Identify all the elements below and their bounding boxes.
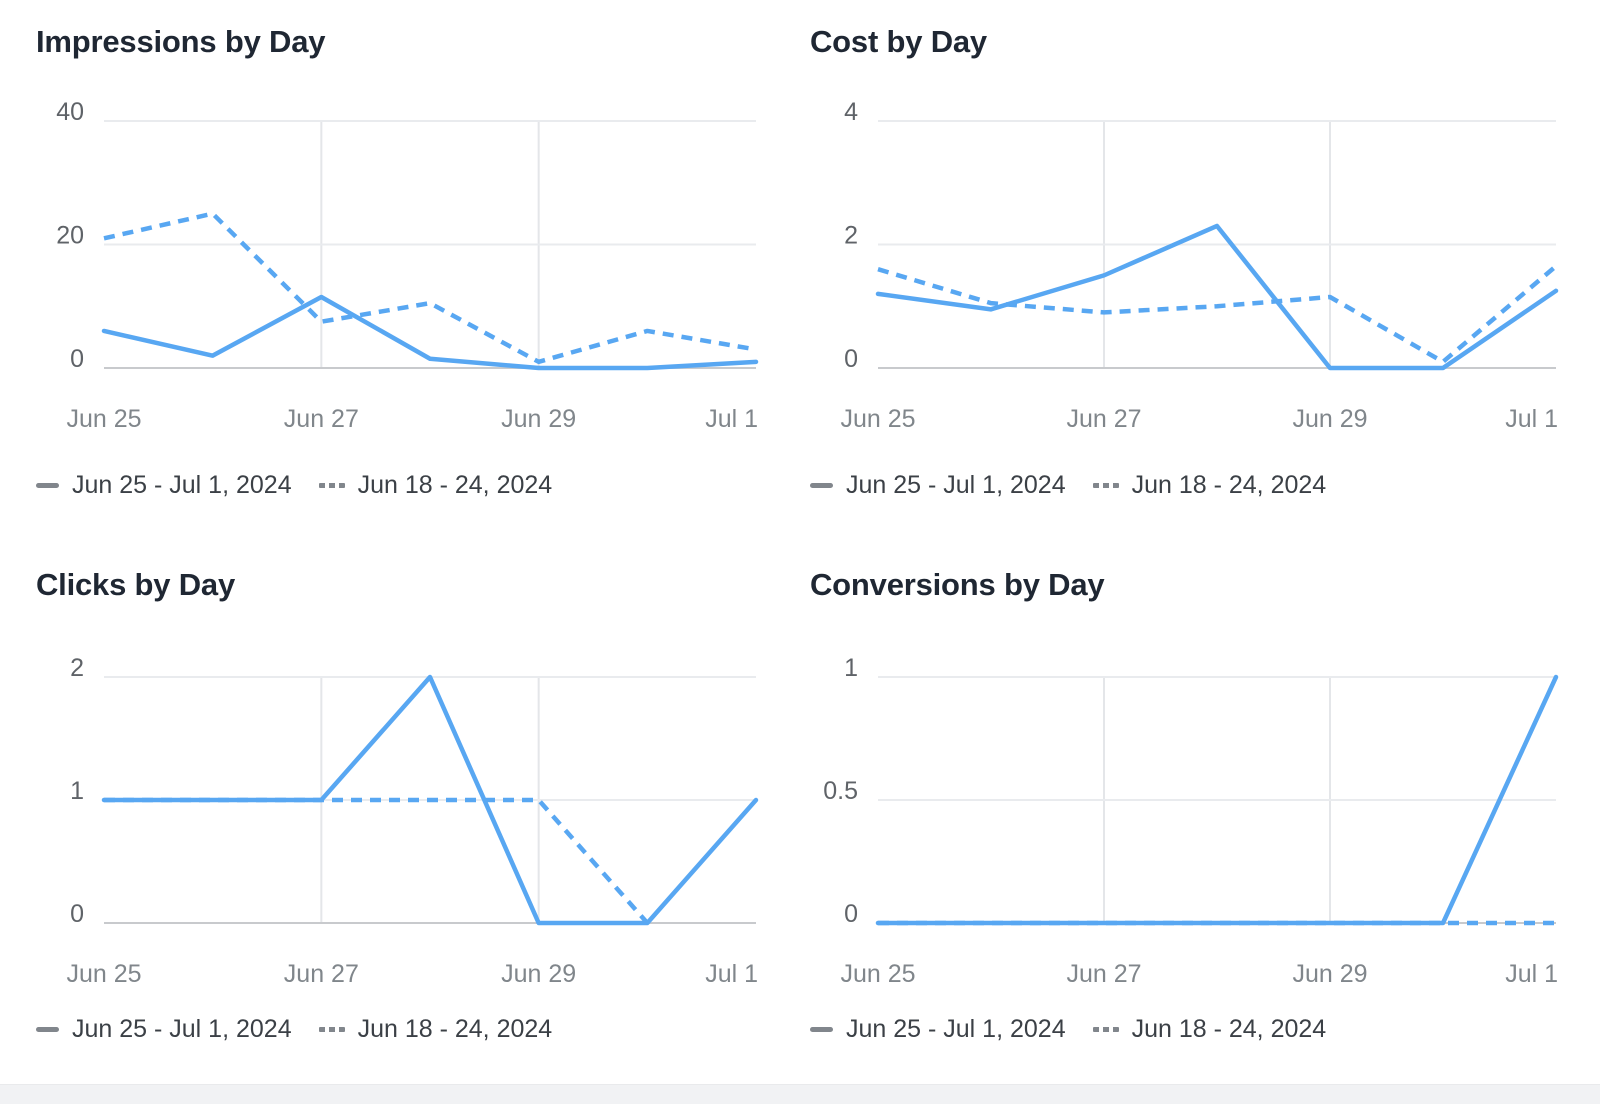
dashed-line-swatch-icon — [318, 483, 345, 488]
legend-conversions: Jun 25 - Jul 1, 2024 Jun 18 - 24, 2024 — [810, 1015, 1326, 1044]
legend-label-current: Jun 25 - Jul 1, 2024 — [72, 1015, 292, 1043]
chart-title-conversions: Conversions by Day — [810, 567, 1105, 602]
y-tick-label: 1 — [844, 654, 858, 682]
x-tick-label: Jun 25 — [66, 960, 141, 988]
legend-item-current: Jun 25 - Jul 1, 2024 — [36, 471, 292, 500]
page-bottom-strip — [0, 1084, 1600, 1104]
dashed-line-swatch-icon — [318, 1027, 345, 1032]
y-tick-label: 4 — [844, 98, 858, 126]
x-tick-label: Jul 1 — [705, 405, 758, 433]
x-tick-label: Jul 1 — [1505, 960, 1558, 988]
y-tick-label: 0 — [844, 345, 858, 373]
current-period-line — [101, 294, 759, 371]
legend-label-previous: Jun 18 - 24, 2024 — [357, 1015, 553, 1043]
legend-label-previous: Jun 18 - 24, 2024 — [357, 471, 553, 499]
x-tick-label: Jun 25 — [840, 960, 915, 988]
x-tick-label: Jun 25 — [66, 405, 141, 433]
legend-clicks: Jun 25 - Jul 1, 2024 Jun 18 - 24, 2024 — [36, 1015, 552, 1044]
y-tick-label: 2 — [844, 222, 858, 250]
previous-period-line — [104, 797, 650, 925]
x-tick-label: Jun 27 — [284, 960, 359, 988]
x-tick-label: Jun 29 — [501, 960, 576, 988]
x-tick-label: Jun 25 — [840, 405, 915, 433]
dashed-line-swatch-icon — [1092, 1027, 1119, 1032]
legend-label-previous: Jun 18 - 24, 2024 — [1131, 471, 1327, 499]
current-period-line — [875, 223, 1559, 371]
chart-title-cost: Cost by Day — [810, 24, 987, 59]
x-tick-label: Jun 29 — [1292, 405, 1367, 433]
legend-cost: Jun 25 - Jul 1, 2024 Jun 18 - 24, 2024 — [810, 471, 1326, 500]
y-tick-label: 20 — [56, 222, 84, 250]
legend-label-current: Jun 25 - Jul 1, 2024 — [846, 471, 1066, 499]
x-tick-label: Jun 27 — [1066, 960, 1141, 988]
solid-line-swatch-icon — [810, 483, 833, 488]
solid-line-swatch-icon — [36, 483, 59, 488]
previous-period-line — [877, 264, 1558, 365]
x-tick-label: Jun 27 — [284, 405, 359, 433]
y-tick-label: 2 — [70, 654, 84, 682]
x-tick-label: Jul 1 — [1505, 405, 1558, 433]
y-tick-label: 0 — [70, 900, 84, 928]
chart-title-clicks: Clicks by Day — [36, 567, 236, 602]
legend-item-current: Jun 25 - Jul 1, 2024 — [36, 1015, 292, 1044]
x-tick-label: Jun 29 — [501, 405, 576, 433]
y-tick-label: 0 — [844, 900, 858, 928]
x-tick-label: Jul 1 — [705, 960, 758, 988]
solid-line-swatch-icon — [36, 1027, 59, 1032]
legend-item-previous: Jun 18 - 24, 2024 — [318, 471, 553, 500]
legend-label-current: Jun 25 - Jul 1, 2024 — [72, 471, 292, 499]
legend-impressions: Jun 25 - Jul 1, 2024 Jun 18 - 24, 2024 — [36, 471, 552, 500]
y-tick-label: 0 — [70, 345, 84, 373]
y-tick-label: 0.5 — [823, 777, 858, 805]
legend-label-previous: Jun 18 - 24, 2024 — [1131, 1015, 1327, 1043]
dashed-line-swatch-icon — [1092, 483, 1119, 488]
chart-title-impressions: Impressions by Day — [36, 24, 326, 59]
x-tick-label: Jun 27 — [1066, 405, 1141, 433]
y-tick-label: 1 — [70, 777, 84, 805]
solid-line-swatch-icon — [810, 1027, 833, 1032]
legend-item-current: Jun 25 - Jul 1, 2024 — [810, 471, 1066, 500]
legend-item-previous: Jun 18 - 24, 2024 — [318, 1015, 553, 1044]
current-period-line — [875, 674, 1559, 926]
current-period-line — [101, 674, 759, 926]
legend-item-current: Jun 25 - Jul 1, 2024 — [810, 1015, 1066, 1044]
y-tick-label: 40 — [56, 98, 84, 126]
legend-item-previous: Jun 18 - 24, 2024 — [1092, 471, 1327, 500]
legend-label-current: Jun 25 - Jul 1, 2024 — [846, 1015, 1066, 1043]
legend-item-previous: Jun 18 - 24, 2024 — [1092, 1015, 1327, 1044]
previous-period-line — [103, 211, 757, 365]
x-tick-label: Jun 29 — [1292, 960, 1367, 988]
